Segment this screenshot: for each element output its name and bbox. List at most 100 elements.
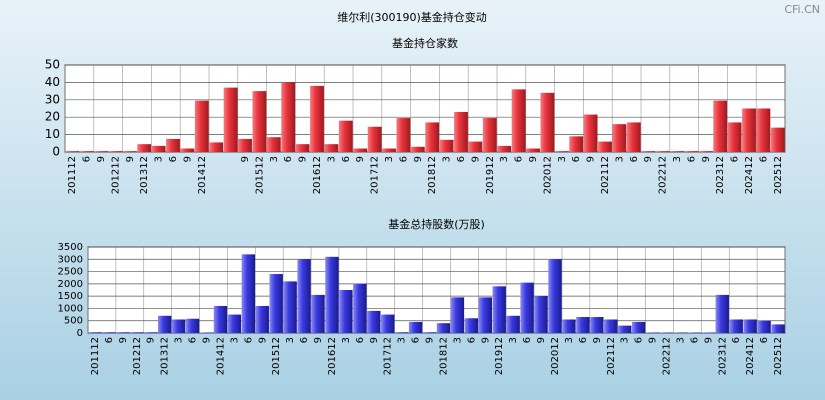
bar <box>425 122 440 152</box>
bar <box>381 314 395 333</box>
bar <box>506 315 520 333</box>
bar <box>65 151 80 152</box>
bar <box>310 85 324 152</box>
bar <box>436 323 451 333</box>
bar <box>617 325 632 333</box>
bar <box>339 290 353 333</box>
x-tick-label: 3 <box>452 337 463 343</box>
x-tick-label: 6 <box>299 337 310 343</box>
bar <box>450 297 465 333</box>
x-tick-label: 202412 <box>744 156 755 194</box>
x-tick-label: 9 <box>125 156 136 162</box>
bar <box>569 136 584 152</box>
x-tick-label: 3 <box>499 156 510 162</box>
x-tick-label: 3 <box>229 337 240 343</box>
x-tick-label: 3 <box>564 337 575 343</box>
x-tick-label: 6 <box>522 337 533 343</box>
x-tick-label: 201212 <box>110 156 121 194</box>
bar <box>185 318 200 333</box>
x-tick-label: 201312 <box>139 156 150 194</box>
bar <box>396 118 411 152</box>
x-tick-label: 3 <box>442 156 453 162</box>
plot-area <box>87 246 786 334</box>
x-tick-label: 9 <box>703 337 714 343</box>
bar <box>241 254 256 333</box>
bar <box>94 151 108 152</box>
bar <box>223 87 238 152</box>
bar <box>79 151 94 152</box>
bar <box>166 138 180 152</box>
bar <box>297 259 311 333</box>
bar <box>171 319 186 333</box>
y-tick-label: 2500 <box>58 267 83 278</box>
x-tick-label: 6 <box>456 156 467 162</box>
x-tick-label: 9 <box>96 156 107 162</box>
x-tick-label: 3 <box>285 337 296 343</box>
x-tick-label: 202312 <box>715 156 726 194</box>
bar <box>576 317 590 333</box>
bar <box>157 315 172 333</box>
bar <box>562 319 576 333</box>
bar <box>757 320 771 333</box>
bar <box>497 145 512 152</box>
x-tick-label: 202212 <box>662 337 673 375</box>
bar <box>520 282 534 333</box>
bar <box>180 148 195 152</box>
x-tick-label: 6 <box>466 337 477 343</box>
x-tick-label: 6 <box>686 156 697 162</box>
x-tick-label: 202312 <box>717 337 728 375</box>
x-tick-label: 9 <box>240 156 251 162</box>
bar <box>655 151 670 152</box>
bar <box>353 148 368 152</box>
x-tick-label: 202012 <box>542 156 553 194</box>
x-tick-label: 201612 <box>312 156 323 194</box>
x-tick-label: 202112 <box>606 337 617 375</box>
bar <box>743 319 757 333</box>
x-tick-label: 6 <box>571 156 582 162</box>
bar <box>255 305 269 333</box>
x-tick-label: 201712 <box>370 156 381 194</box>
bar <box>410 146 425 152</box>
y-tick-label: 3500 <box>58 242 83 253</box>
x-tick-label: 6 <box>514 156 525 162</box>
x-tick-label: 9 <box>643 156 654 162</box>
watermark: CFi.CN <box>784 3 820 16</box>
x-tick-label: 9 <box>536 337 547 343</box>
bar <box>325 256 339 333</box>
x-tick-label: 3 <box>620 337 631 343</box>
x-tick-label: 9 <box>480 337 491 343</box>
x-tick-label: 9 <box>201 337 212 343</box>
y-tick-label: 30 <box>45 92 60 106</box>
bar <box>727 122 742 152</box>
x-tick-label: 201812 <box>427 156 438 194</box>
x-tick-label: 9 <box>470 156 481 162</box>
y-tick-label: 20 <box>45 110 60 124</box>
x-tick-label: 201912 <box>494 337 505 375</box>
bar <box>382 148 396 152</box>
x-tick-label: 9 <box>298 156 309 162</box>
x-tick-label: 3 <box>614 156 625 162</box>
x-tick-label: 6 <box>283 156 294 162</box>
bar <box>151 145 166 152</box>
x-tick-label: 201512 <box>254 156 265 194</box>
x-tick-label: 3 <box>154 156 165 162</box>
bar <box>238 138 252 152</box>
x-tick-label: 201412 <box>197 156 208 194</box>
x-tick-label: 201112 <box>67 156 78 194</box>
bar <box>122 151 137 152</box>
y-tick-label: 1000 <box>58 303 83 314</box>
bar <box>394 332 409 333</box>
chart-subtitle: 基金总持股数(万股) <box>388 217 485 231</box>
x-tick-label: 9 <box>182 156 193 162</box>
bar <box>324 144 339 152</box>
bar <box>729 319 743 333</box>
x-tick-label: 6 <box>731 337 742 343</box>
x-tick-label: 201312 <box>160 337 171 375</box>
x-tick-label: 6 <box>243 337 254 343</box>
x-tick-label: 6 <box>341 156 352 162</box>
bar <box>604 319 618 333</box>
y-tick-label: 500 <box>64 316 83 327</box>
bar <box>209 142 224 152</box>
chart-title: 维尔利(300190)基金持仓变动 <box>337 10 487 24</box>
